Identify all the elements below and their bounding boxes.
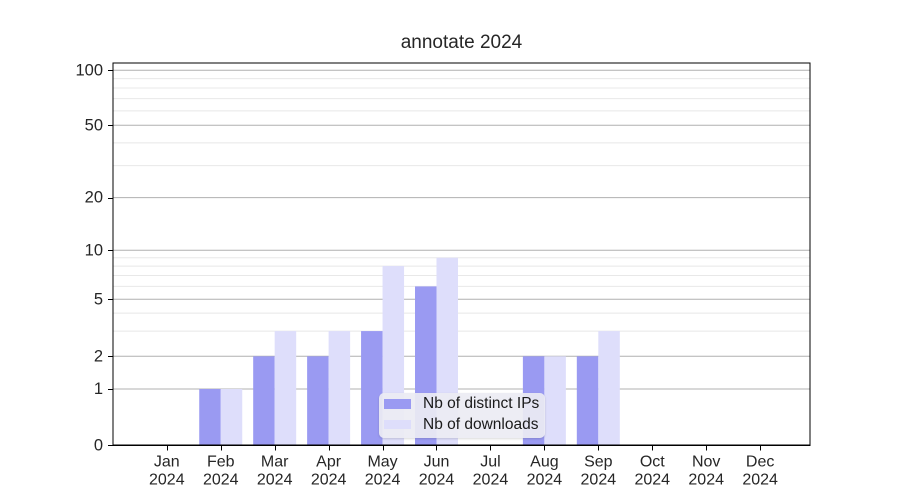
svg-text:5: 5 [94, 290, 103, 308]
svg-text:Apr: Apr [316, 453, 342, 470]
svg-text:2024: 2024 [742, 471, 778, 488]
svg-text:2024: 2024 [149, 471, 185, 488]
svg-text:2024: 2024 [581, 471, 617, 488]
svg-text:2024: 2024 [257, 471, 293, 488]
svg-text:2: 2 [94, 347, 103, 365]
svg-text:annotate 2024: annotate 2024 [401, 32, 523, 53]
svg-text:Feb: Feb [207, 453, 235, 470]
svg-text:20: 20 [85, 189, 103, 207]
svg-text:10: 10 [85, 241, 103, 259]
svg-text:Jan: Jan [154, 453, 180, 470]
svg-text:2024: 2024 [365, 471, 401, 488]
svg-text:1: 1 [94, 380, 103, 398]
svg-text:Mar: Mar [261, 453, 289, 470]
svg-text:2024: 2024 [203, 471, 239, 488]
svg-text:Dec: Dec [746, 453, 774, 470]
svg-text:Sep: Sep [584, 453, 613, 470]
svg-text:Aug: Aug [530, 453, 558, 470]
svg-text:2024: 2024 [527, 471, 563, 488]
svg-text:2024: 2024 [311, 471, 347, 488]
svg-text:Jun: Jun [424, 453, 450, 470]
svg-text:2024: 2024 [634, 471, 670, 488]
svg-text:2024: 2024 [688, 471, 724, 488]
svg-text:Oct: Oct [640, 453, 665, 470]
svg-text:2024: 2024 [473, 471, 509, 488]
svg-text:May: May [367, 453, 397, 470]
svg-text:Jul: Jul [480, 453, 500, 470]
svg-text:0: 0 [94, 436, 103, 454]
svg-text:50: 50 [85, 116, 103, 134]
svg-text:100: 100 [75, 61, 103, 79]
svg-text:2024: 2024 [419, 471, 455, 488]
svg-text:Nov: Nov [692, 453, 720, 470]
